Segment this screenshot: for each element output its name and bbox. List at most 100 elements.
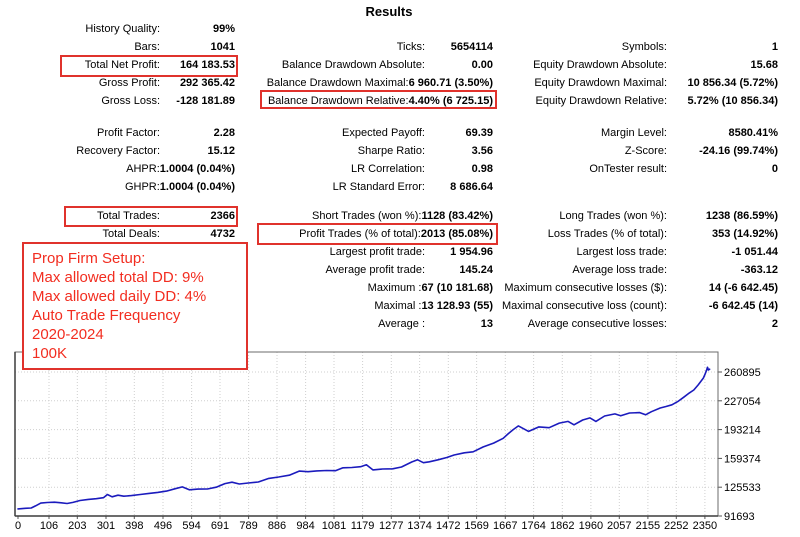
stat-label: LR Correlation: xyxy=(351,163,425,175)
y-axis-tick-label: 227054 xyxy=(724,396,761,408)
stat-label: History Quality: xyxy=(85,23,160,35)
x-axis-tick-label: 1081 xyxy=(322,520,346,532)
stat-value: 164 183.53 xyxy=(179,59,235,71)
column-gap xyxy=(235,196,493,207)
stat-label: Maximum consecutive losses ($): xyxy=(504,282,667,294)
x-axis-tick-label: 1374 xyxy=(407,520,431,532)
stat-label: OnTester result: xyxy=(589,163,667,175)
x-axis-tick-label: 1960 xyxy=(579,520,603,532)
column-gap xyxy=(480,110,778,124)
stat-row: Recovery Factor: 15.12 xyxy=(0,142,235,160)
stat-value: -6 642.45 (14) xyxy=(708,300,778,312)
stat-row xyxy=(480,20,778,38)
stats-column-left: History Quality: 99% Bars: 1041 Total Net Pr… xyxy=(0,20,235,243)
y-axis-tick-label: 159374 xyxy=(724,453,761,465)
stat-value: 10 856.34 (5.72%) xyxy=(687,77,778,89)
page-title: Results xyxy=(365,4,413,19)
annotation-line: Max allowed total DD: 9% xyxy=(32,269,204,286)
stat-value: 145.24 xyxy=(459,264,493,276)
annotation-line: Max allowed daily DD: 4% xyxy=(32,288,207,305)
stat-value: 353 (14.92%) xyxy=(711,228,778,240)
stat-row: Total Deals: 4732 xyxy=(0,225,235,243)
stat-label: Balance Drawdown Relative: xyxy=(267,95,409,107)
stat-label: Average profit trade: xyxy=(325,264,425,276)
x-axis-tick-label: 0 xyxy=(15,520,21,532)
stat-row xyxy=(480,178,778,196)
stat-value: 4732 xyxy=(210,228,235,240)
stat-row: Z-Score: -24.16 (99.74%) xyxy=(480,142,778,160)
stat-row: Maximum :67 (10 181.68) xyxy=(235,279,493,297)
stat-value: 292 365.42 xyxy=(179,77,235,89)
stat-row: Long Trades (won %): 1238 (86.59%) xyxy=(480,207,778,225)
stat-row: Equity Drawdown Maximal: 10 856.34 (5.72%… xyxy=(480,74,778,92)
stat-label: Gross Profit: xyxy=(98,77,160,89)
stat-row: Symbols: 1 xyxy=(480,38,778,56)
stat-value: -128 181.89 xyxy=(176,95,235,107)
stat-value: 15.68 xyxy=(750,59,778,71)
stat-row xyxy=(235,20,493,38)
stat-value: 1 xyxy=(771,41,778,53)
stat-value: 2.28 xyxy=(213,127,235,139)
stat-value: 14 (-6 642.45) xyxy=(708,282,778,294)
stat-value: 0.00 xyxy=(471,59,493,71)
stat-label: Average loss trade: xyxy=(572,264,667,276)
stat-label: Recovery Factor: xyxy=(76,145,160,157)
stat-value: 1041 xyxy=(210,41,235,53)
stat-value: 5654114 xyxy=(450,41,493,53)
stat-value: 0 xyxy=(771,163,778,175)
stat-row: Equity Drawdown Relative: 5.72% (10 856.3… xyxy=(480,92,778,110)
stat-row: Expected Payoff: 69.39 xyxy=(235,124,493,142)
stat-value: -363.12 xyxy=(740,264,778,276)
x-axis-tick-label: 2057 xyxy=(607,520,631,532)
stat-row: Short Trades (won %): 1128 (83.42%) xyxy=(235,207,493,225)
stat-row: OnTester result: 0 xyxy=(480,160,778,178)
stat-value: 5.72% (10 856.34) xyxy=(687,95,778,107)
annotation-line: 2020-2024 xyxy=(32,326,104,343)
stat-label: Margin Level: xyxy=(600,127,667,139)
x-axis-tick-label: 1862 xyxy=(550,520,574,532)
x-axis-tick-label: 203 xyxy=(68,520,86,532)
stat-value: 13 xyxy=(480,318,493,330)
x-axis-tick-label: 1667 xyxy=(493,520,517,532)
annotation-line: 100K xyxy=(32,345,68,362)
y-axis-tick-label: 260895 xyxy=(724,367,761,379)
stat-label: Total Trades: xyxy=(97,210,160,222)
x-axis-tick-label: 984 xyxy=(296,520,314,532)
stat-value: 1.0004 (0.04%) xyxy=(159,181,235,193)
stat-label: Sharpe Ratio: xyxy=(357,145,425,157)
x-axis-tick-label: 2252 xyxy=(664,520,688,532)
x-axis-tick-label: 2350 xyxy=(693,520,717,532)
stat-label: LR Standard Error: xyxy=(332,181,425,193)
x-axis-tick-label: 1179 xyxy=(351,520,375,532)
stats-column-center: Ticks: 5654114 Balance Drawdown Absolute: 0… xyxy=(235,20,493,333)
stat-value: 67 (10 181.68) xyxy=(421,282,493,294)
stat-label: Profit Trades (% of total): xyxy=(299,228,421,240)
stat-row: Largest loss trade: -1 051.44 xyxy=(480,243,779,261)
stat-label: Total Deals: xyxy=(102,228,160,240)
x-axis-tick-label: 789 xyxy=(239,520,257,532)
stat-value: 2 xyxy=(771,318,778,330)
stat-value: 13 128.93 (55) xyxy=(421,300,493,312)
stat-label: Largest profit trade: xyxy=(329,246,425,258)
stat-row: History Quality: 99% xyxy=(0,20,235,38)
x-axis-tick-label: 1569 xyxy=(464,520,488,532)
stat-label: Average : xyxy=(378,318,425,330)
column-gap xyxy=(480,196,778,207)
stat-row: Balance Drawdown Relative: 4.40% (6 725.1… xyxy=(235,92,493,110)
stat-label: Loss Trades (% of total): xyxy=(547,228,667,240)
stat-value: 2013 (85.08%) xyxy=(420,228,493,240)
stat-row: Sharpe Ratio: 3.56 xyxy=(235,142,493,160)
stat-label: Total Net Profit: xyxy=(84,59,160,71)
stat-row: Total Trades: 2366 xyxy=(0,207,235,225)
stat-row: Loss Trades (% of total): 353 (14.92%) xyxy=(480,225,778,243)
stat-row: Maximal consecutive loss (count): -6 642.… xyxy=(480,297,778,315)
chart-svg: 0 106 203 301 398 496 594 691 789 886 984 1081 1179 1… xyxy=(14,351,761,532)
stat-row: GHPR: 1.0004 (0.04%) xyxy=(0,178,235,196)
stat-row: Largest profit trade: 1 954.96 xyxy=(235,243,493,261)
column-gap xyxy=(0,110,235,124)
stat-row: Margin Level: 8580.41% xyxy=(480,124,778,142)
stat-row: Balance Drawdown Maximal: 6 960.71 (3.50%… xyxy=(235,74,493,92)
stat-row: Total Net Profit: 164 183.53 xyxy=(0,56,235,74)
stat-value: 99% xyxy=(212,23,235,35)
